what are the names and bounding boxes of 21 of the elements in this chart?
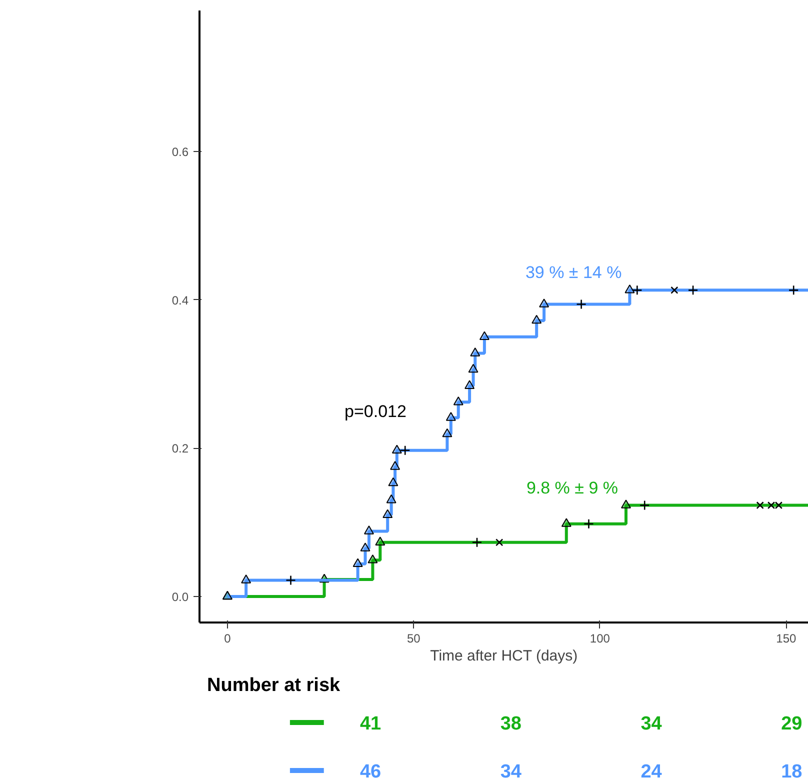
text: 34: [500, 762, 522, 781]
y-tick-label: 0.4: [172, 293, 189, 308]
x-tick-label: 100: [590, 632, 610, 646]
text: 34: [640, 714, 662, 734]
x-tick-label: 0: [224, 632, 232, 646]
annotation: 39 % ± 14 %: [525, 263, 622, 282]
x-axis-title: Time after HCT (days): [430, 648, 578, 664]
annotation: 9.8 % ± 9 %: [526, 478, 618, 498]
x-tick-label: 150: [776, 632, 796, 646]
y-tick-label: 0.6: [172, 144, 189, 159]
text: 46: [360, 762, 382, 781]
text: 41: [360, 714, 382, 734]
annotation: p=0.012: [344, 402, 406, 421]
y-tick-label: 0.2: [172, 442, 189, 456]
text: Number at risk: [207, 675, 341, 696]
x-tick-label: 50: [407, 632, 421, 646]
text: 18: [781, 762, 802, 781]
text: 38: [500, 714, 522, 734]
text: 29: [781, 714, 802, 734]
text: 24: [640, 762, 662, 781]
y-tick-label: 0.0: [172, 590, 189, 604]
